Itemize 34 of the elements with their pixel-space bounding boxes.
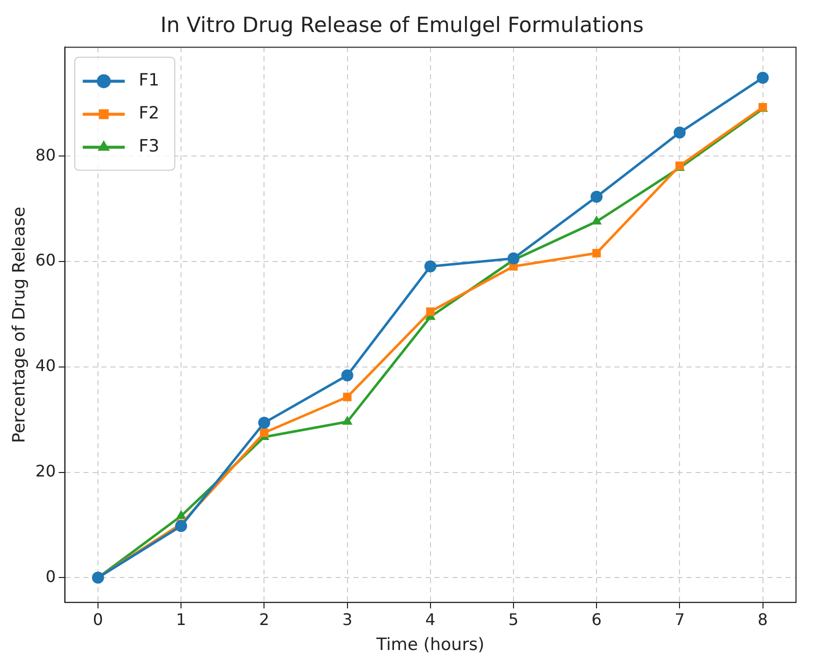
x-tick-label: 4: [425, 610, 436, 630]
legend-label: F2: [138, 104, 160, 124]
y-tick-label: 60: [35, 250, 56, 270]
y-tick-label: 0: [46, 566, 56, 586]
chart-title: In Vitro Drug Release of Emulgel Formulations: [160, 13, 644, 38]
point: [342, 416, 352, 425]
point: [590, 190, 603, 203]
x-tick-label: 8: [758, 610, 768, 630]
point: [674, 126, 686, 139]
point: [176, 510, 186, 520]
x-tick-label: 6: [591, 610, 602, 630]
legend-label: F1: [138, 70, 160, 91]
point: [343, 392, 352, 402]
legend-label: F3: [138, 136, 160, 157]
point: [756, 72, 769, 84]
point: [260, 428, 268, 438]
x-tick-label: 0: [92, 610, 104, 630]
point: [258, 416, 270, 429]
y-axis-title: Percentage of Drug Release: [10, 206, 30, 443]
x-tick-label: 2: [259, 610, 270, 630]
x-tick-label: 1: [176, 610, 186, 630]
y-tick-label: 40: [35, 356, 56, 376]
x-axis-title: Time (hours): [375, 635, 484, 656]
point: [592, 248, 601, 258]
point: [591, 216, 602, 225]
x-tick-label: 3: [342, 610, 352, 630]
point: [424, 260, 436, 272]
x-tick-label: 7: [674, 610, 685, 630]
x-tick-label: 5: [508, 610, 519, 630]
y-tick-label: 20: [35, 461, 56, 480]
point: [426, 307, 435, 316]
y-tick-label: 80: [35, 145, 56, 164]
point: [341, 369, 354, 382]
point: [175, 520, 188, 532]
